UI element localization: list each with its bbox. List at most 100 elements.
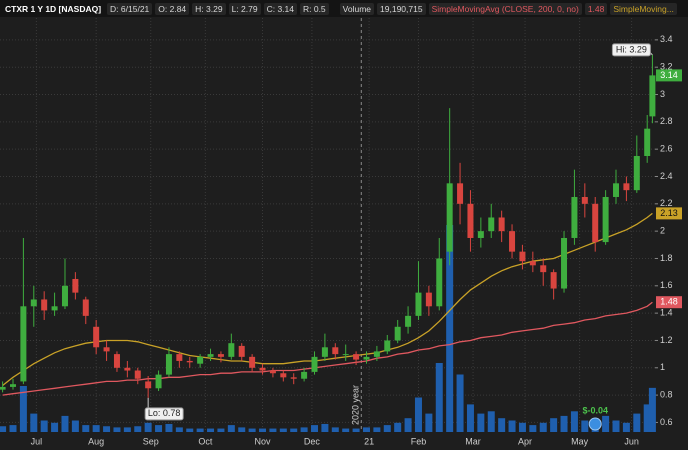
- candle-body: [540, 265, 547, 273]
- y-tick-label: 2.6: [660, 144, 673, 154]
- price-tag: [656, 296, 682, 309]
- volume-bar: [175, 427, 183, 432]
- volume-bar: [414, 397, 422, 432]
- volume-bar: [477, 413, 485, 432]
- header-bar: CTXR 1 Y 1D [NASDAQ] D: 6/15/21 O: 2.84 …: [0, 0, 688, 17]
- study-value: 1.48: [584, 2, 608, 15]
- candle-body: [457, 183, 464, 204]
- y-tick-label: 2.4: [660, 171, 673, 181]
- x-tick-label: Sep: [143, 436, 159, 446]
- moving-average-line: [2, 301, 653, 396]
- volume-bar: [352, 428, 360, 432]
- x-tick-label: Apr: [518, 436, 532, 446]
- volume-bar: [648, 387, 656, 432]
- candle-body: [228, 343, 235, 357]
- candle-body: [124, 367, 131, 371]
- candle-body: [561, 237, 568, 289]
- volume-bar: [30, 413, 38, 432]
- candle-body: [488, 217, 495, 232]
- volume-bar: [300, 427, 308, 432]
- y-tick-label: 2: [660, 226, 665, 236]
- candle-body: [311, 356, 318, 372]
- candle-body: [623, 183, 630, 191]
- volume-bar: [498, 418, 506, 432]
- candle-body: [436, 258, 443, 307]
- volume-bar: [9, 425, 17, 432]
- y-tick-label: 1.4: [660, 308, 673, 318]
- study-name[interactable]: SimpleMovingAvg (CLOSE, 200, 0, no): [428, 2, 582, 15]
- volume-bar: [622, 422, 630, 432]
- candle-body: [0, 386, 6, 390]
- candle-body: [134, 370, 141, 379]
- candle-body: [9, 384, 16, 387]
- volume-bar: [446, 225, 454, 432]
- header-item: L: 2.79: [228, 2, 261, 15]
- lo-label: Lo: 0.78: [148, 408, 181, 418]
- y-tick-label: 3.4: [660, 34, 673, 44]
- volume-bar: [113, 427, 121, 432]
- header-item: C: 3.14: [263, 2, 297, 15]
- chart-title[interactable]: CTXR 1 Y 1D [NASDAQ]: [5, 3, 102, 14]
- earnings-icon: [588, 417, 602, 431]
- volume-label: Volume: [339, 2, 375, 15]
- volume-bar: [425, 413, 433, 432]
- x-tick-label: Aug: [88, 436, 104, 446]
- earnings-label: $-0.04: [582, 405, 608, 415]
- study-name[interactable]: SimpleMoving...: [610, 2, 677, 15]
- header-item: H: 3.29: [192, 2, 226, 15]
- candle-body: [41, 299, 48, 311]
- candle-body: [498, 217, 505, 232]
- header-item: O: 2.84: [155, 2, 190, 15]
- candle-body: [176, 354, 183, 361]
- volume-bar: [165, 423, 173, 432]
- volume-bar: [155, 425, 163, 432]
- volume-bar: [612, 420, 620, 432]
- candle-body: [207, 354, 214, 357]
- volume-bar: [123, 427, 131, 432]
- volume-bar: [217, 428, 225, 432]
- header-item: D: 6/15/21: [107, 2, 153, 15]
- x-tick-label: May: [571, 436, 589, 446]
- year-marker-label: 2020 year: [351, 385, 361, 425]
- candle-body: [633, 156, 640, 191]
- candle-body: [259, 367, 266, 371]
- x-tick-label: Nov: [255, 436, 272, 446]
- y-tick-label: 3: [660, 89, 665, 99]
- candle-body: [145, 381, 152, 389]
- candle-body: [446, 183, 453, 252]
- candle-body: [644, 128, 651, 156]
- candle-body: [613, 183, 620, 197]
- candle-body: [93, 326, 100, 348]
- candle-body: [301, 371, 308, 379]
- candle-body: [217, 354, 224, 357]
- candle-body: [51, 306, 58, 311]
- volume-bar: [61, 415, 69, 432]
- candle-body: [363, 356, 370, 360]
- candle-body: [332, 347, 339, 355]
- candle-body: [602, 196, 609, 243]
- candle-body: [529, 261, 536, 266]
- candle-body: [20, 306, 27, 382]
- volume-bar: [404, 418, 412, 432]
- candle-body: [290, 377, 297, 379]
- y-tick-label: 0.8: [660, 389, 673, 399]
- volume-bar: [82, 425, 90, 432]
- volume-bar: [40, 420, 48, 432]
- x-tick-label: Dec: [304, 436, 321, 446]
- candle-body: [113, 354, 120, 368]
- price-tag: [656, 69, 682, 82]
- candle-body: [581, 196, 588, 204]
- volume-bar: [383, 425, 391, 432]
- candle-body: [165, 354, 172, 375]
- candle-body: [592, 203, 599, 243]
- y-tick-label: 1.6: [660, 280, 673, 290]
- lo-label-box: [144, 407, 184, 421]
- y-tick-label: 1: [660, 362, 665, 372]
- x-tick-label: Oct: [198, 436, 213, 446]
- candle-body: [373, 351, 380, 357]
- x-tick-label: Mar: [465, 436, 481, 446]
- y-tick-label: 0.6: [660, 417, 673, 427]
- volume-bar: [581, 420, 589, 432]
